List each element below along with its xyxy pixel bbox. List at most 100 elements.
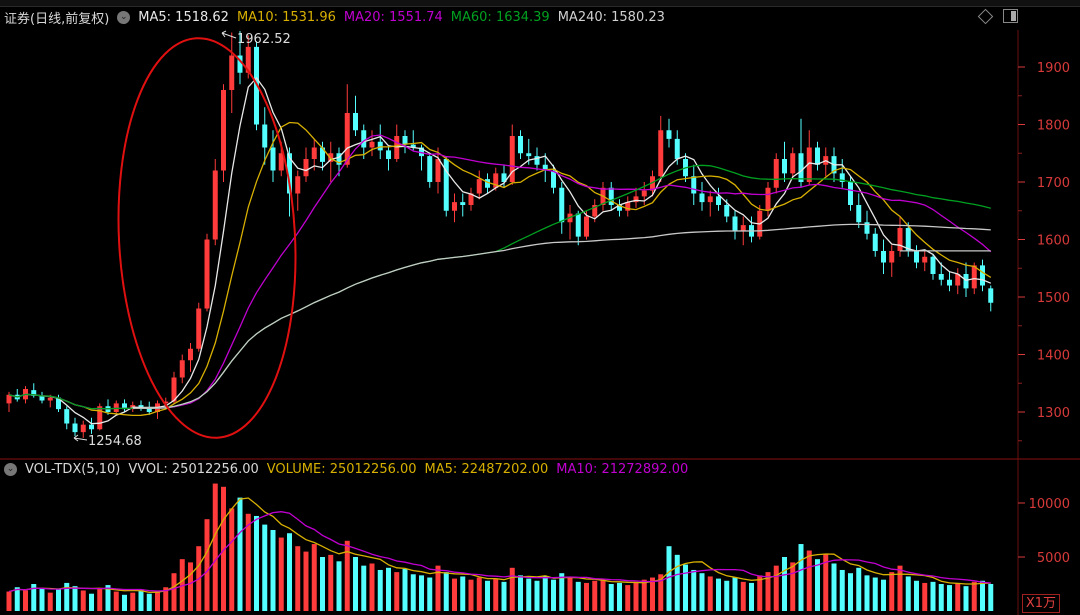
candle-body: [353, 113, 358, 131]
candlestick: [856, 193, 862, 228]
candlestick: [839, 159, 845, 188]
volume-bar: [518, 575, 523, 611]
volume-bar: [295, 546, 301, 611]
candlestick: [328, 141, 334, 182]
candle-body: [138, 405, 144, 408]
candle-body: [930, 256, 936, 274]
volume-bar: [534, 580, 540, 611]
candle-body: [113, 403, 119, 412]
candlestick: [765, 182, 771, 217]
candlestick: [476, 170, 482, 200]
candlestick: [204, 233, 210, 312]
candle-body: [262, 124, 268, 148]
volume-bar: [64, 582, 70, 611]
candle-body: [188, 348, 193, 361]
candle-body: [493, 173, 499, 188]
volume-bar: [757, 575, 763, 611]
candle-body: [773, 159, 779, 188]
candlestick: [320, 141, 325, 171]
candlestick: [666, 118, 672, 148]
candle-body: [872, 233, 878, 251]
volume-bar: [740, 581, 746, 611]
volume-bar: [204, 519, 210, 611]
candle-body: [559, 187, 565, 223]
volume-bar: [278, 537, 284, 611]
candle-body: [641, 190, 647, 197]
volume-bar: [938, 584, 944, 611]
volume-bar: [122, 594, 127, 611]
candle-body: [699, 193, 705, 203]
high-arrow-icon: [221, 30, 237, 39]
candle-body: [163, 401, 169, 404]
candle-body: [625, 202, 631, 211]
candle-body: [369, 141, 375, 148]
candle-body: [410, 144, 416, 148]
volume-bar: [361, 565, 367, 611]
volume-bar: [922, 582, 928, 611]
chart-toolbar: [977, 8, 1018, 24]
candle-body: [361, 130, 367, 148]
candle-body: [435, 159, 441, 182]
low-price-label: 1254.68: [88, 434, 142, 449]
volume-bar: [80, 590, 86, 611]
candle-body: [947, 279, 952, 286]
candlestick: [617, 199, 622, 217]
candle-body: [270, 147, 276, 171]
volume-bar: [163, 587, 169, 611]
volume-bar: [262, 524, 268, 611]
diamond-icon[interactable]: [977, 8, 994, 24]
candle-body: [80, 424, 86, 433]
volume-bar: [963, 586, 969, 611]
volume-ma5-line: [8, 497, 991, 594]
candle-body: [592, 205, 598, 217]
volume-bar: [567, 577, 573, 611]
candlestick: [196, 302, 202, 352]
candle-body: [419, 147, 424, 157]
candle-body: [386, 150, 391, 159]
candle-body: [221, 90, 226, 171]
candle-body: [237, 55, 243, 73]
candlestick: [518, 130, 523, 159]
candle-body: [344, 113, 350, 165]
volume-bar: [980, 580, 985, 611]
volume-tick-label: 10000: [1029, 497, 1070, 512]
candle-body: [724, 205, 730, 217]
candle-body: [922, 256, 928, 263]
candle-body: [971, 265, 977, 289]
candle-body: [782, 159, 787, 174]
volume-bar: [872, 577, 878, 611]
ma5-value: MA5: 1518.62: [138, 10, 229, 25]
dropdown-chevron-icon[interactable]: ⌄: [117, 11, 131, 24]
volume-bar: [320, 557, 325, 611]
ma240-line: [132, 223, 991, 410]
candle-body: [245, 46, 251, 73]
volume-bar: [23, 590, 28, 611]
ma60-line: [8, 164, 991, 410]
volume-ma10-line: [8, 511, 991, 593]
vol-ma5-value: MA5: 22487202.00: [424, 462, 549, 477]
candle-body: [658, 130, 664, 177]
volume-bar: [551, 579, 556, 611]
ma10-line: [8, 121, 992, 417]
volume-bar: [575, 581, 581, 611]
dropdown-chevron-icon[interactable]: ⌄: [4, 463, 17, 476]
volume-bar: [625, 585, 631, 611]
candlestick: [815, 141, 820, 171]
ma240-value: MA240: 1580.23: [557, 10, 665, 25]
candlestick: [914, 245, 919, 269]
volume-bar: [146, 593, 152, 611]
panel-toggle-icon[interactable]: [1003, 9, 1018, 23]
volume-bar: [658, 574, 664, 611]
candlestick: [427, 153, 433, 188]
candle-body: [617, 205, 622, 211]
volume-title: VOL-TDX(5,10): [25, 462, 121, 477]
candle-body: [674, 138, 680, 159]
candlestick: [386, 147, 391, 171]
candlestick: [872, 228, 878, 257]
candle-body: [815, 147, 820, 165]
candlestick: [782, 141, 787, 182]
volume-bar: [592, 580, 598, 611]
candle-body: [146, 407, 152, 412]
volume-bar: [377, 569, 383, 611]
candlestick: [806, 130, 812, 185]
